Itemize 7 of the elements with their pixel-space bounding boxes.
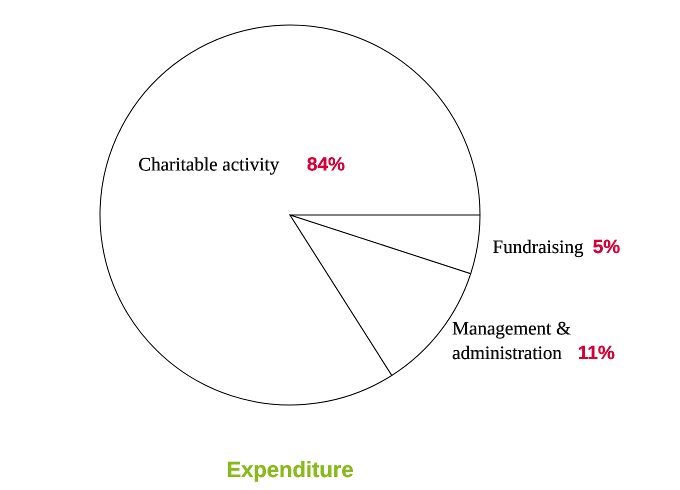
data-label: 5% (592, 237, 620, 258)
slice-label: Fundraising (492, 237, 584, 258)
data-label: 11% (578, 343, 615, 364)
slice-label: Charitable activity (138, 154, 280, 176)
slice-label: Management & administration (452, 318, 572, 364)
data-label: 84% (306, 154, 346, 176)
text: Expenditure (226, 457, 354, 482)
